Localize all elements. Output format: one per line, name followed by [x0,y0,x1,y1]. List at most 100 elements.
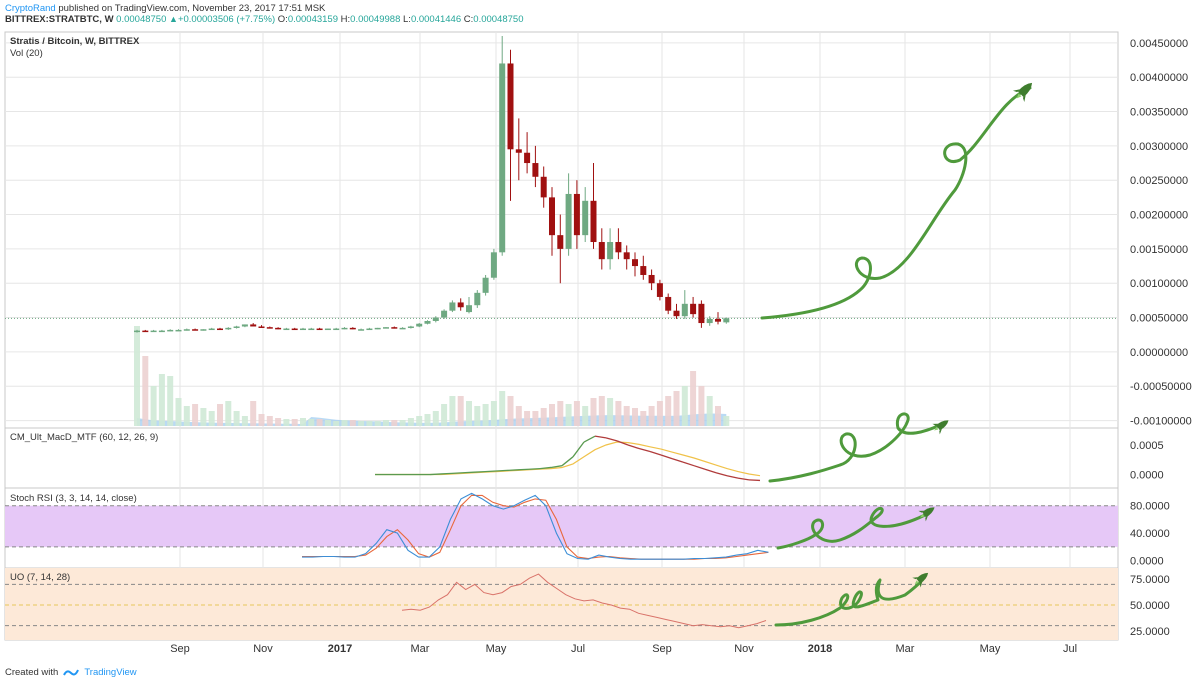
volume-bar [424,414,431,426]
y-tick-label: 25.0000 [1130,626,1170,638]
volume-bar [698,386,705,426]
rocket-icon [932,420,949,435]
stoch-rsi-title: Stoch RSI (3, 3, 14, 14, close) [10,493,137,504]
candle-body [499,63,506,253]
volume-bar [175,398,182,426]
macd-line-segment [704,468,717,474]
chart-canvas[interactable]: 0.00450000 0.00400000 0.00350000 0.00300000… [0,0,1200,665]
x-tick-label: Mar [896,643,915,655]
candle-body [324,328,331,331]
candle-body [416,323,423,327]
candle-body [648,274,655,284]
y-tick-label: 0.00200000 [1130,210,1188,222]
volume-bar [374,421,381,426]
uo-title: UO (7, 14, 28) [10,572,70,583]
candle-body [632,259,638,267]
volume-bar [291,419,298,426]
rocket-fin [1012,89,1026,103]
volume-bar [283,419,290,426]
candle-body [358,329,365,331]
pane-2-frame [4,427,1119,489]
price-change: +0.00003506 (+7.75%) [177,14,276,25]
macd-line-segment [726,475,739,479]
volume-bar [590,398,597,426]
rocket-icon [1012,82,1033,103]
candle-body [449,302,456,311]
y-tick-label: 0.00150000 [1130,244,1188,256]
volume-bar [573,401,580,426]
y-tick-label: 0.00250000 [1130,175,1188,187]
rocket-fin [932,423,942,435]
candle-body [656,283,663,297]
candle-body [482,277,489,293]
macd-line-segment [451,472,464,475]
volume-bar [490,401,497,426]
macd-title: CM_Ult_MacD_MTF (60, 12, 26, 9) [10,432,158,443]
candle-body [241,324,248,327]
volume-bar [457,396,464,426]
volume-bar [158,374,165,426]
candle-body [424,320,431,324]
volume-bar [208,411,215,426]
volume-bar [358,421,365,426]
y-tick-label: 0.00000000 [1130,347,1188,359]
candle-body [690,303,697,315]
candle-body [549,197,555,236]
macd-line-segment [484,470,497,473]
candle-body [150,330,157,333]
candle-body [673,310,680,317]
x-tick-label: Nov [734,643,754,655]
volume-bar [341,420,348,426]
volume-bar [391,420,398,426]
author-link[interactable]: CryptoRand [5,3,56,14]
volume-bar [615,401,622,426]
rocket-icon [918,507,935,522]
x-tick-label: Mar [411,643,430,655]
x-tick-label: Nov [253,643,273,655]
volume-bar [416,416,423,426]
symbol-label: BITTREX:STRATBTC, W [5,14,114,25]
macd-line-segment [572,441,585,458]
uo-band [5,568,1118,640]
rocket-icon [912,572,929,588]
macd-line-segment [462,471,475,474]
candle-body [192,329,199,331]
candle-body [407,326,414,328]
candle-body [590,200,597,243]
candle-body [374,327,381,330]
y-tick-label: 40.0000 [1130,528,1170,540]
high-value: 0.00049988 [350,14,401,25]
candle-body [291,328,298,331]
candle-body [275,327,282,330]
x-tick-label: Sep [652,643,672,655]
volume-bar [640,411,647,426]
volume-bar [432,411,439,426]
volume-bar [582,406,589,426]
macd-line-segment [583,435,596,443]
volume-bar [499,391,506,426]
candle-body [607,242,614,260]
rocket-flame [934,426,939,431]
candle-body [300,328,306,331]
macd-line-segment [715,472,728,477]
volume-bar [524,411,531,426]
candle-body [565,193,572,249]
macd-line-segment [561,456,574,467]
volume-bar [183,406,190,426]
candle-body [457,302,464,308]
macd-line-segment [528,467,541,470]
candle-body [466,305,472,313]
candle-body [316,328,323,331]
candle-body [715,318,721,322]
candle-body [175,329,182,332]
last-price: 0.00048750 [116,14,167,25]
doodle-uo-arrow [774,578,924,627]
volume-label: Vol (20) [10,48,43,59]
rocket-body [916,572,929,584]
volume-bar [715,406,721,426]
volume-bar [665,396,672,426]
tradingview-link[interactable]: TradingView [84,667,137,678]
candle-body [391,327,398,329]
macd-line-segment [649,450,662,456]
volume-bar [225,401,232,426]
